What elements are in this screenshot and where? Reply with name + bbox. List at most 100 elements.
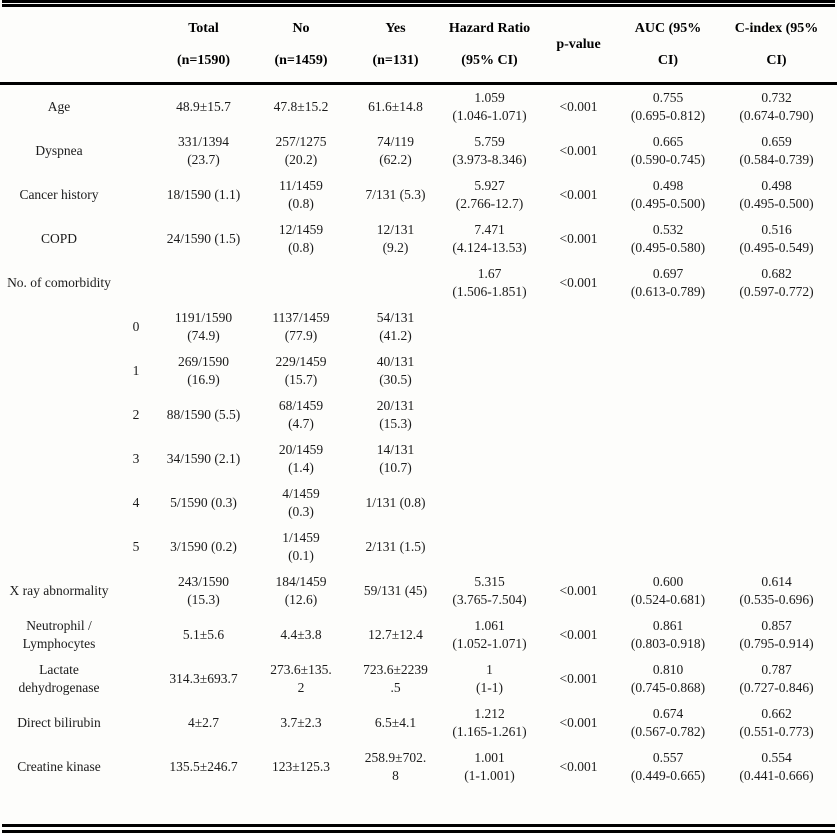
- header-empty-label: [0, 7, 118, 85]
- row-sublevel: [118, 657, 154, 701]
- cell-total: 269/1590 (16.9): [177, 354, 229, 387]
- table-row: COPD 24/1590 (1.5) 12/1459 (0.8) 12/131 …: [0, 217, 837, 261]
- cell-c-index: 0.516 (0.495-0.549): [739, 222, 814, 255]
- row-sublevel: 0: [132, 319, 140, 335]
- cell-yes: [349, 261, 442, 305]
- table-row: 2 88/1590 (5.5) 68/1459 (4.7) 20/131 (15…: [0, 393, 837, 437]
- row-label: Direct bilirubin: [17, 715, 101, 731]
- cell-total: 48.9±15.7: [176, 99, 231, 115]
- cell-yes: 2/131 (1.5): [365, 539, 426, 555]
- cell-auc: [620, 393, 716, 437]
- cell-p-value: [537, 393, 620, 437]
- row-label: [0, 481, 118, 525]
- header-hazard-ratio: Hazard Ratio (95% CI): [442, 7, 537, 85]
- row-sublevel: [118, 129, 154, 173]
- table-row: 5 3/1590 (0.2) 1/1459 (0.1) 2/131 (1.5): [0, 525, 837, 569]
- header-c-index: C-index (95% CI): [716, 7, 837, 85]
- cell-hazard-ratio: 5.927 (2.766-12.7): [455, 178, 524, 211]
- cell-auc: 0.498 (0.495-0.500): [630, 178, 706, 211]
- row-label: Dyspnea: [35, 143, 83, 159]
- header-auc: AUC (95% CI): [620, 7, 716, 85]
- cell-p-value: <0.001: [559, 143, 598, 159]
- cell-no: 1/1459 (0.1): [282, 530, 320, 563]
- cell-auc: [620, 525, 716, 569]
- cell-auc: [620, 481, 716, 525]
- header-p-value: p-value: [537, 7, 620, 85]
- cell-yes: 258.9±702. 8: [364, 750, 427, 783]
- row-label: [0, 349, 118, 393]
- cell-p-value: <0.001: [559, 275, 598, 291]
- cell-no: 3.7±2.3: [280, 715, 322, 731]
- cell-no: 1137/1459 (77.9): [272, 310, 330, 343]
- cell-p-value: [537, 481, 620, 525]
- row-sublevel: [118, 613, 154, 657]
- cell-c-index: 0.857 (0.795-0.914): [739, 618, 814, 651]
- row-label: Neutrophil / Lymphocytes: [22, 618, 96, 651]
- cell-hazard-ratio: 7.471 (4.124-13.53): [452, 222, 527, 255]
- cell-auc: 0.861 (0.803-0.918): [630, 618, 706, 651]
- row-label: Creatine kinase: [17, 759, 101, 775]
- table-row: Cancer history 18/1590 (1.1) 11/1459 (0.…: [0, 173, 837, 217]
- cell-hazard-ratio: 1.059 (1.046-1.071): [452, 90, 527, 123]
- cell-no: 273.6±135. 2: [270, 662, 332, 695]
- table-row: 0 1191/1590 (74.9) 1137/1459 (77.9) 54/1…: [0, 305, 837, 349]
- row-label: X ray abnormality: [9, 583, 109, 599]
- table-row: Direct bilirubin 4±2.7 3.7±2.3 6.5±4.1 1…: [0, 701, 837, 745]
- row-label: [0, 393, 118, 437]
- row-sublevel: 4: [132, 495, 140, 511]
- row-label: No. of comorbidity: [7, 275, 111, 291]
- cell-total: 243/1590 (15.3): [177, 574, 229, 607]
- cell-hazard-ratio: 1 (1-1): [476, 662, 503, 695]
- cell-auc: 0.810 (0.745-0.868): [630, 662, 706, 695]
- row-sublevel: 1: [132, 363, 140, 379]
- row-label: Cancer history: [19, 187, 99, 203]
- cell-yes: 74/119 (62.2): [377, 134, 414, 167]
- cell-no: 47.8±15.2: [273, 99, 329, 115]
- row-sublevel: 5: [132, 539, 140, 555]
- stats-table: Total (n=1590) No (n=1459) Yes (n=131) H…: [0, 7, 837, 789]
- cell-hazard-ratio: [442, 393, 537, 437]
- cell-p-value: <0.001: [559, 715, 598, 731]
- row-sublevel: 3: [132, 451, 140, 467]
- cell-hazard-ratio: [442, 525, 537, 569]
- table-row: Dyspnea 331/1394 (23.7) 257/1275 (20.2) …: [0, 129, 837, 173]
- header-total: Total (n=1590): [154, 7, 253, 85]
- cell-p-value: <0.001: [559, 759, 598, 775]
- cell-no: 68/1459 (4.7): [278, 398, 324, 431]
- row-label: [0, 525, 118, 569]
- cell-auc: 0.755 (0.695-0.812): [630, 90, 706, 123]
- cell-hazard-ratio: 1.212 (1.165-1.261): [452, 706, 527, 739]
- table-row: X ray abnormality 243/1590 (15.3) 184/14…: [0, 569, 837, 613]
- cell-hazard-ratio: 1.001 (1-1.001): [464, 750, 515, 783]
- cell-total: 135.5±246.7: [169, 759, 238, 775]
- cell-no: 12/1459 (0.8): [278, 222, 324, 255]
- row-sublevel: [118, 217, 154, 261]
- cell-yes: 59/131 (45): [363, 583, 428, 599]
- cell-yes: 61.6±14.8: [368, 99, 423, 115]
- cell-hazard-ratio: [442, 349, 537, 393]
- row-label: COPD: [40, 231, 77, 247]
- row-sublevel: [118, 173, 154, 217]
- table-row: No. of comorbidity 1.67 (1.506-1.851) <0…: [0, 261, 837, 305]
- cell-auc: [620, 437, 716, 481]
- cell-yes: 20/131 (15.3): [376, 398, 415, 431]
- row-sublevel: [118, 569, 154, 613]
- cell-no: 184/1459 (12.6): [275, 574, 327, 607]
- cell-auc: 0.697 (0.613-0.789): [630, 266, 706, 299]
- cell-p-value: <0.001: [559, 99, 598, 115]
- row-sublevel: [118, 84, 154, 130]
- cell-no: 20/1459 (1.4): [278, 442, 324, 475]
- table-row: 4 5/1590 (0.3) 4/1459 (0.3) 1/131 (0.8): [0, 481, 837, 525]
- cell-no: 257/1275 (20.2): [275, 134, 327, 167]
- cell-hazard-ratio: [442, 305, 537, 349]
- cell-yes: 6.5±4.1: [374, 715, 417, 731]
- row-label: Lactate dehydrogenase: [18, 662, 100, 695]
- cell-c-index: 0.554 (0.441-0.666): [739, 750, 814, 783]
- row-sublevel: [118, 701, 154, 745]
- cell-yes: 12.7±12.4: [368, 627, 423, 643]
- cell-c-index: [716, 481, 837, 525]
- table-row: Neutrophil / Lymphocytes 5.1±5.6 4.4±3.8…: [0, 613, 837, 657]
- cell-auc: 0.600 (0.524-0.681): [630, 574, 706, 607]
- cell-hazard-ratio: 1.061 (1.052-1.071): [452, 618, 527, 651]
- cell-c-index: 0.498 (0.495-0.500): [739, 178, 814, 211]
